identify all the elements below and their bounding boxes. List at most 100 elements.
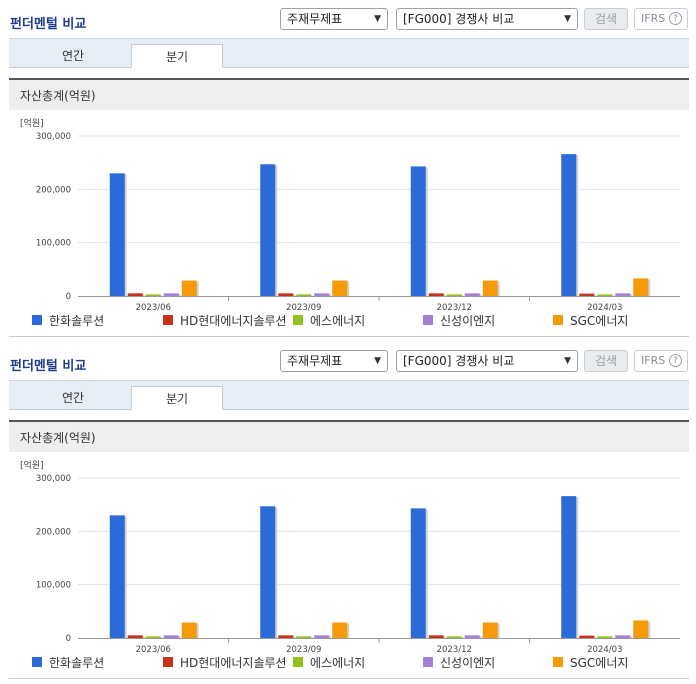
panel-title: 펀더멘털 비교 (10, 359, 87, 374)
legend-label: HD현대에너지솔루션 (180, 656, 287, 670)
x-tick-label: 2024/03 (587, 303, 622, 313)
bar (296, 294, 312, 296)
bar (332, 280, 348, 296)
chevron-down-icon: ▼ (374, 14, 381, 24)
bar (615, 635, 631, 638)
statement-type-value: 주재무제표 (287, 354, 343, 368)
bar (410, 508, 426, 638)
tab-quarterly[interactable]: 분기 (131, 44, 223, 68)
bar (260, 506, 276, 638)
bar (561, 154, 577, 296)
legend-label: 한화솔루션 (49, 314, 104, 328)
bar (163, 293, 179, 296)
bar (314, 293, 330, 296)
x-tick-label: 2023/06 (136, 645, 171, 655)
y-tick-label: 0 (66, 634, 71, 644)
bar (127, 635, 143, 638)
y-tick-label: 300,000 (36, 132, 71, 142)
statement-type-select[interactable]: 주재무제표 ▼ (280, 350, 388, 372)
comparison-group-select[interactable]: [FG000] 경쟁사 비교 ▼ (396, 350, 578, 372)
chevron-down-icon: ▼ (374, 356, 381, 366)
legend-swatch (423, 657, 433, 667)
bar (109, 173, 125, 296)
y-tick-label: 100,000 (36, 239, 71, 249)
x-tick-label: 2023/06 (136, 303, 171, 313)
bar (579, 635, 595, 638)
legend-swatch (32, 657, 42, 667)
bar (633, 278, 649, 296)
ifrs-help-button[interactable]: IFRS ? (634, 8, 688, 30)
question-icon: ? (669, 12, 682, 25)
bar (109, 515, 125, 638)
y-tick-label: 0 (66, 292, 71, 302)
bar (482, 280, 498, 296)
ifrs-label: IFRS (641, 12, 666, 25)
ifrs-label: IFRS (641, 354, 666, 367)
legend-swatch (553, 315, 563, 325)
period-tabs: 연간 분기 (9, 38, 689, 68)
legend-label: 에스에너지 (310, 656, 365, 670)
legend-label: 한화솔루션 (49, 656, 104, 670)
divider (9, 336, 689, 337)
section-header: 자산총계(억원) (9, 78, 689, 110)
bar (561, 496, 577, 638)
legend-swatch (423, 315, 433, 325)
bar-chart: [억원] 0 100,000 200,000 300,000 2023/06 2023/09… (0, 452, 696, 680)
bar (410, 166, 426, 296)
comparison-group-value: [FG000] 경쟁사 비교 (403, 354, 515, 368)
bar (428, 293, 444, 296)
search-button[interactable]: 검색 (584, 350, 628, 372)
legend-label: SGC에너지 (570, 656, 628, 670)
x-tick-label: 2023/12 (437, 303, 472, 313)
bar (260, 164, 276, 296)
chevron-down-icon: ▼ (564, 14, 571, 24)
bar (482, 622, 498, 638)
section-title: 자산총계(억원) (20, 89, 96, 103)
y-tick-label: 100,000 (36, 581, 71, 591)
legend-label: SGC에너지 (570, 314, 628, 328)
legend-label: HD현대에너지솔루션 (180, 314, 287, 328)
bar (464, 635, 480, 638)
bar (615, 293, 631, 296)
bar (127, 293, 143, 296)
statement-type-select[interactable]: 주재무제표 ▼ (280, 8, 388, 30)
chart-svg: [억원] 0 100,000 200,000 300,000 2023/06 2023/09… (20, 459, 680, 670)
question-icon: ? (669, 354, 682, 367)
ifrs-help-button[interactable]: IFRS ? (634, 350, 688, 372)
chevron-down-icon: ▼ (564, 356, 571, 366)
search-button[interactable]: 검색 (584, 8, 628, 30)
comparison-group-select[interactable]: [FG000] 경쟁사 비교 ▼ (396, 8, 578, 30)
section-header: 자산총계(억원) (9, 420, 689, 452)
legend-swatch (163, 315, 173, 325)
panel-title: 펀더멘털 비교 (10, 17, 87, 32)
section-title: 자산총계(억원) (20, 431, 96, 445)
legend-swatch (293, 657, 303, 667)
y-tick-label: 200,000 (36, 185, 71, 195)
bar-chart: [억원] 0 100,000 200,000 300,000 2023/06 2023/09… (0, 110, 696, 338)
legend-swatch (32, 315, 42, 325)
bar (464, 293, 480, 296)
bar (163, 635, 179, 638)
tab-annual[interactable]: 연간 (61, 391, 85, 405)
y-unit-label: [억원] (20, 117, 44, 129)
y-unit-label: [억원] (20, 459, 44, 471)
fundamental-panel-1: 펀더멘털 비교 주재무제표 ▼ [FG000] 경쟁사 비교 ▼ 검색 IFRS… (0, 8, 696, 338)
tab-annual[interactable]: 연간 (61, 49, 85, 63)
x-tick-label: 2024/03 (587, 645, 622, 655)
x-tick-label: 2023/09 (286, 303, 321, 313)
y-tick-label: 300,000 (36, 474, 71, 484)
bar (314, 635, 330, 638)
chart-svg: [억원] 0 100,000 200,000 300,000 2023/06 2023/09… (20, 117, 680, 328)
bar (278, 635, 294, 638)
bar (428, 635, 444, 638)
comparison-group-value: [FG000] 경쟁사 비교 (403, 12, 515, 26)
legend-label: 신성이엔지 (440, 314, 495, 328)
period-tabs: 연간 분기 (9, 380, 689, 410)
tab-quarterly[interactable]: 분기 (131, 386, 223, 410)
bar (579, 293, 595, 296)
statement-type-value: 주재무제표 (287, 12, 343, 26)
legend-label: 신성이엔지 (440, 656, 495, 670)
x-tick-label: 2023/09 (286, 645, 321, 655)
y-tick-label: 200,000 (36, 527, 71, 537)
bar (181, 280, 197, 296)
